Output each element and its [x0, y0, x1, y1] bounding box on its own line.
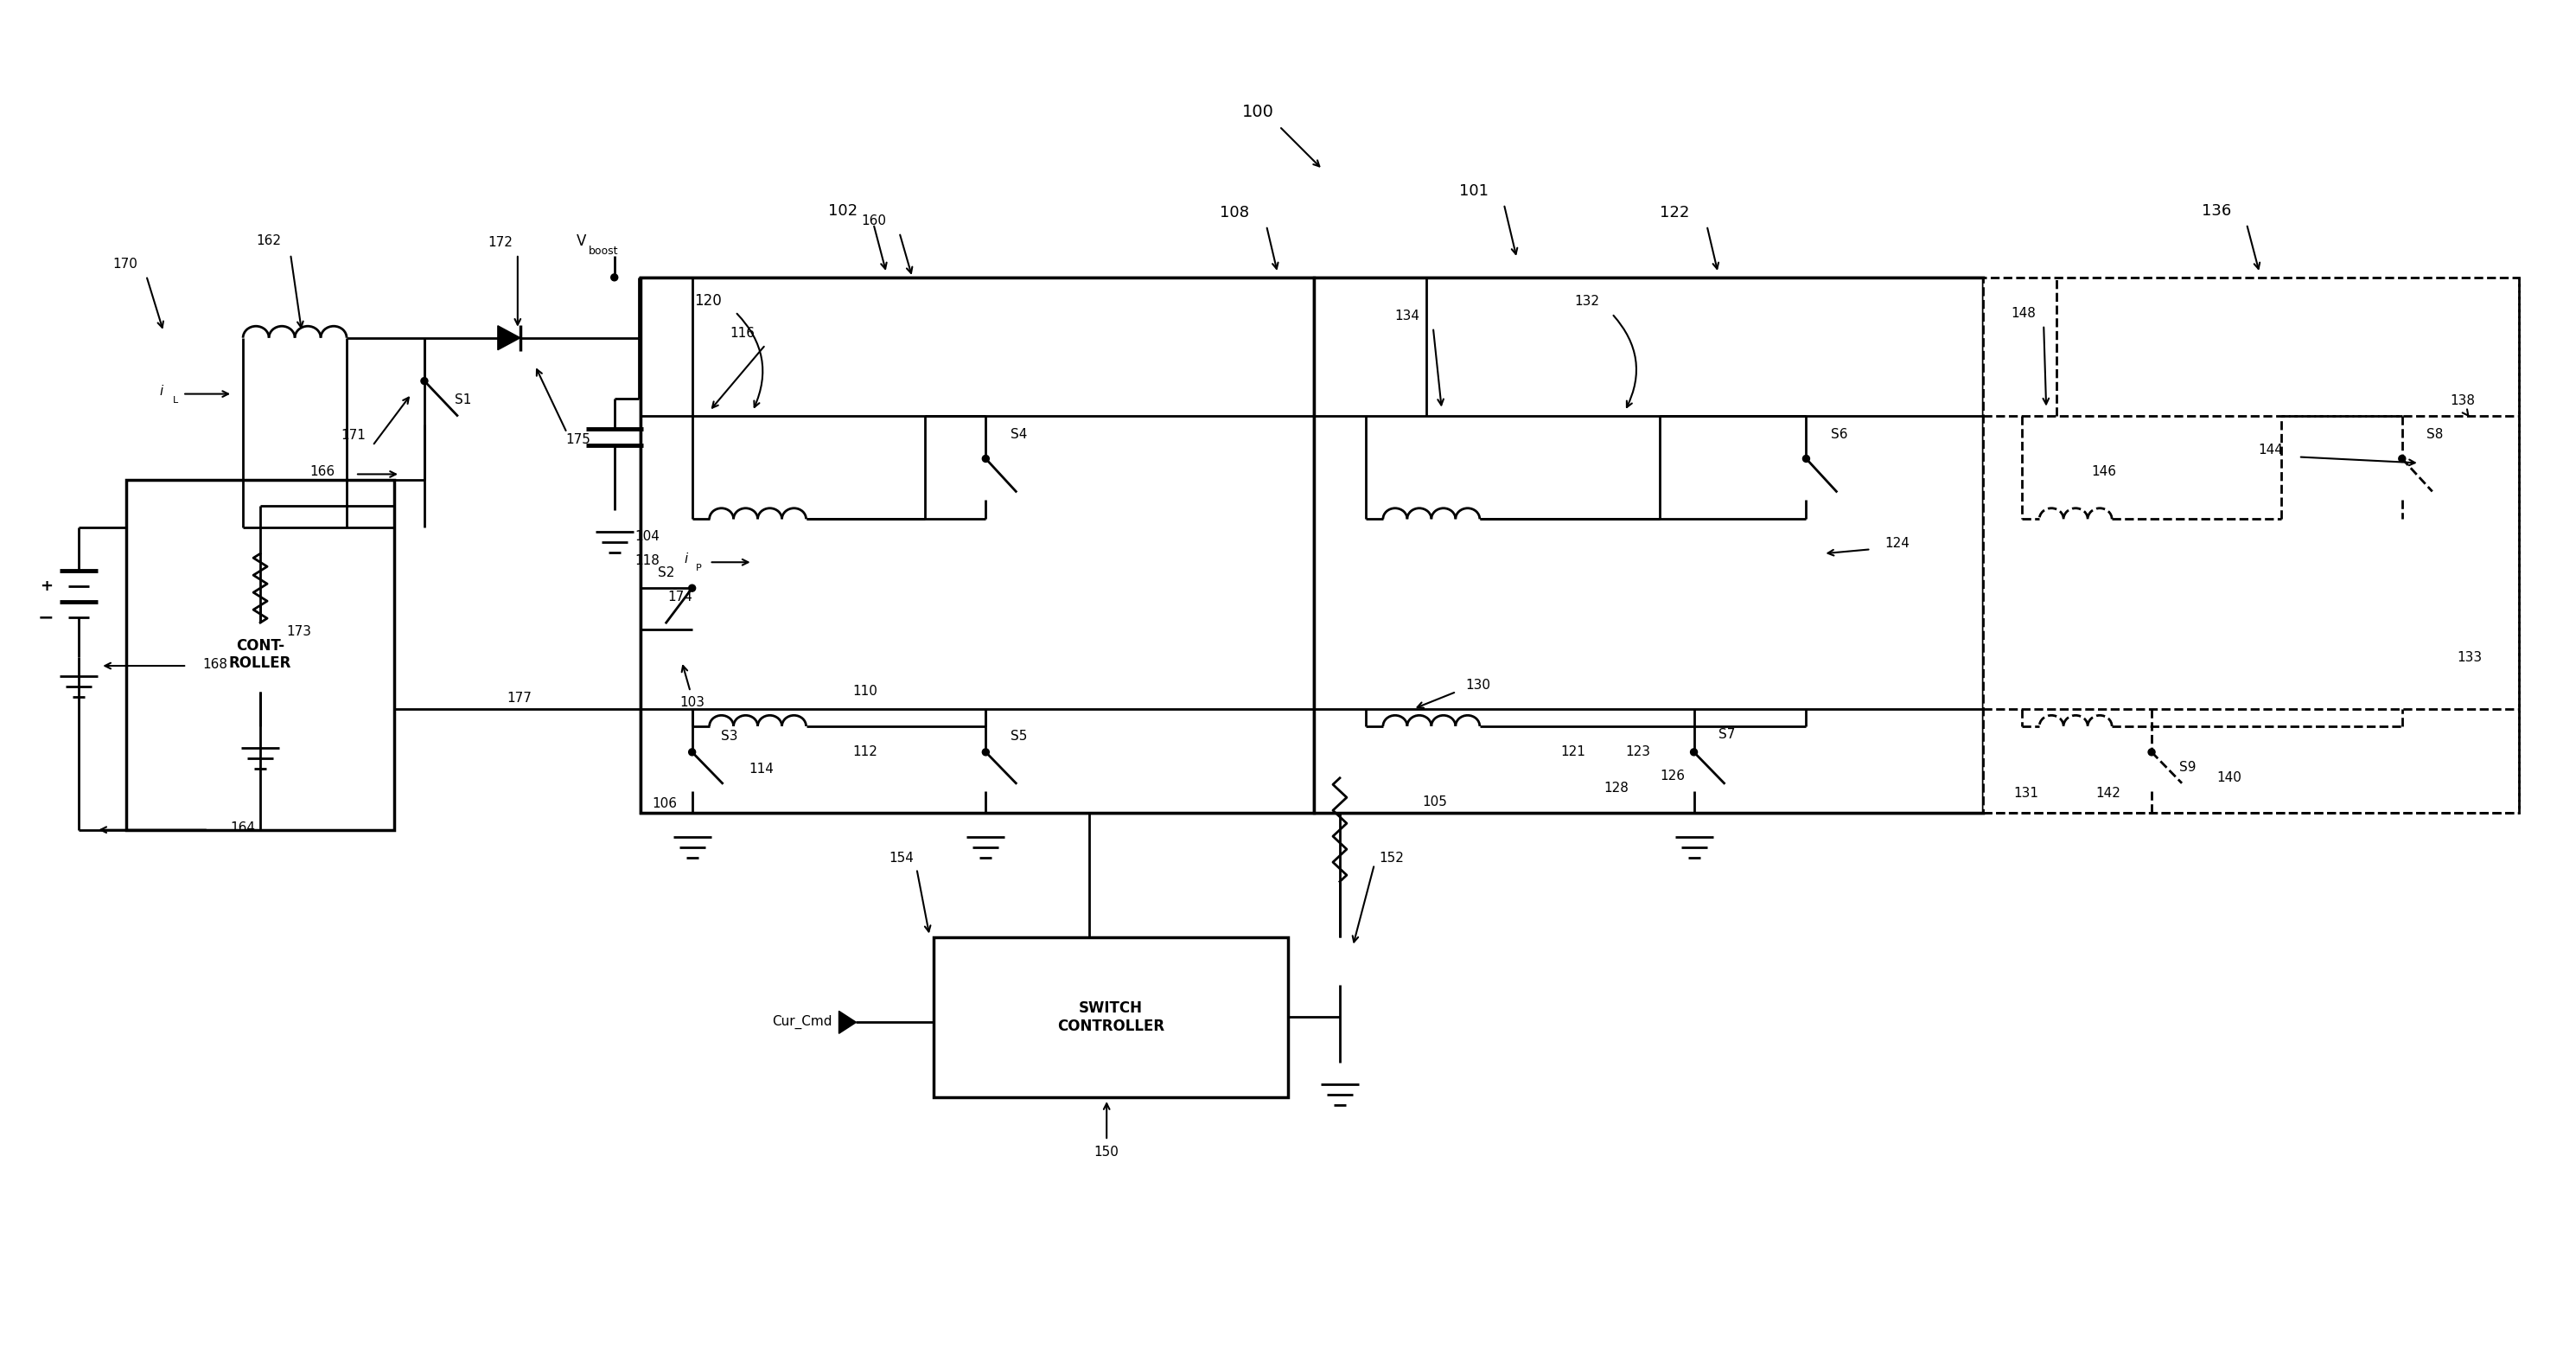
- Text: 103: 103: [680, 696, 706, 709]
- Text: S4: S4: [1010, 428, 1028, 442]
- Text: 128: 128: [1605, 782, 1628, 794]
- Text: 174: 174: [667, 591, 693, 603]
- Text: 173: 173: [286, 625, 312, 638]
- Text: 112: 112: [853, 745, 878, 759]
- Text: S3: S3: [721, 730, 737, 744]
- Text: S7: S7: [1718, 729, 1736, 741]
- Text: 122: 122: [1659, 205, 1690, 220]
- Text: S2: S2: [657, 566, 675, 580]
- Text: 120: 120: [693, 293, 721, 309]
- Circle shape: [2398, 455, 2406, 462]
- Text: 118: 118: [636, 554, 659, 567]
- Text: S9: S9: [2179, 761, 2197, 774]
- Text: 172: 172: [487, 236, 513, 249]
- Text: 138: 138: [2450, 394, 2476, 407]
- Text: i: i: [685, 552, 688, 566]
- Text: 133: 133: [2458, 651, 2483, 663]
- Text: 101: 101: [1458, 183, 1489, 198]
- Bar: [641, 278, 1984, 812]
- Text: 148: 148: [2012, 308, 2035, 320]
- Text: 168: 168: [204, 658, 227, 671]
- Text: 100: 100: [1242, 104, 1273, 120]
- Circle shape: [981, 455, 989, 462]
- Circle shape: [981, 749, 989, 756]
- Text: 105: 105: [1422, 796, 1448, 809]
- Text: 177: 177: [507, 692, 531, 705]
- Text: 124: 124: [1886, 537, 1909, 550]
- Circle shape: [2148, 749, 2156, 756]
- Text: P: P: [696, 565, 701, 573]
- Text: 131: 131: [2014, 787, 2040, 800]
- Text: 162: 162: [258, 235, 281, 247]
- Text: 166: 166: [309, 465, 335, 478]
- Circle shape: [420, 377, 428, 384]
- Circle shape: [1803, 455, 1808, 462]
- Bar: [1984, 278, 2519, 812]
- Text: 104: 104: [636, 530, 659, 543]
- Text: 144: 144: [2259, 443, 2282, 457]
- Text: S6: S6: [1832, 428, 1847, 442]
- Text: L: L: [173, 395, 178, 405]
- Text: 108: 108: [1221, 205, 1249, 220]
- Text: 140: 140: [2218, 771, 2241, 785]
- Text: 160: 160: [860, 215, 886, 228]
- Text: 134: 134: [1394, 310, 1419, 323]
- Text: S1: S1: [456, 394, 471, 406]
- Text: 110: 110: [853, 685, 878, 699]
- Text: 102: 102: [829, 204, 858, 219]
- Text: +: +: [39, 578, 52, 595]
- Text: 126: 126: [1659, 770, 1685, 783]
- Text: 175: 175: [567, 433, 590, 446]
- Circle shape: [611, 273, 618, 280]
- Text: V: V: [577, 234, 587, 249]
- Bar: [1314, 278, 1984, 812]
- Text: 164: 164: [229, 822, 255, 835]
- Text: 150: 150: [1095, 1146, 1118, 1158]
- Text: −: −: [39, 608, 54, 626]
- Text: 142: 142: [2097, 787, 2120, 800]
- Text: i: i: [160, 385, 162, 398]
- Polygon shape: [497, 325, 520, 350]
- Text: 114: 114: [750, 763, 773, 776]
- Bar: [126, 480, 394, 830]
- Bar: [935, 938, 1288, 1098]
- Text: S5: S5: [1010, 730, 1028, 744]
- Polygon shape: [840, 1012, 855, 1033]
- Text: 123: 123: [1625, 745, 1651, 759]
- Circle shape: [688, 749, 696, 756]
- Bar: [641, 278, 1314, 812]
- Text: 170: 170: [113, 258, 137, 271]
- Text: 121: 121: [1561, 745, 1584, 759]
- Text: S8: S8: [2427, 428, 2442, 442]
- Text: Cur_Cmd: Cur_Cmd: [773, 1016, 832, 1029]
- Text: 106: 106: [652, 797, 677, 811]
- Text: 130: 130: [1466, 679, 1492, 692]
- Circle shape: [688, 585, 696, 592]
- Text: 136: 136: [2202, 204, 2231, 219]
- Text: 171: 171: [340, 429, 366, 442]
- Text: 154: 154: [889, 852, 914, 865]
- Circle shape: [1690, 749, 1698, 756]
- Text: boost: boost: [587, 246, 618, 257]
- Text: 152: 152: [1378, 852, 1404, 865]
- Text: 116: 116: [729, 327, 755, 340]
- Text: 146: 146: [2092, 465, 2117, 478]
- Text: SWITCH
CONTROLLER: SWITCH CONTROLLER: [1056, 1001, 1164, 1033]
- Text: CONT-
ROLLER: CONT- ROLLER: [229, 638, 291, 671]
- Text: 132: 132: [1574, 295, 1600, 308]
